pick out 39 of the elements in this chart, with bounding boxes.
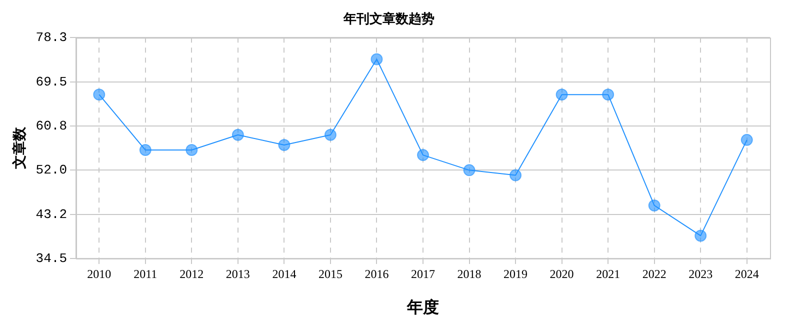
x-tick-label: 2018 xyxy=(457,266,482,281)
y-axis-title: 文章数 xyxy=(11,126,28,170)
y-tick-label: 60.8 xyxy=(36,118,68,134)
point xyxy=(139,144,152,156)
x-tick-label: 2017 xyxy=(411,266,436,281)
y-tick-label: 43.2 xyxy=(36,206,68,222)
x-tick-label: 2015 xyxy=(318,266,342,281)
x-tick-label: 2022 xyxy=(642,266,666,281)
x-tick-label: 2021 xyxy=(596,266,620,281)
x-tick-label: 2011 xyxy=(134,266,158,281)
point xyxy=(417,149,430,162)
point xyxy=(510,169,522,182)
x-tick-label: 2010 xyxy=(87,266,112,281)
point xyxy=(232,128,244,141)
x-tick-label: 2013 xyxy=(226,266,250,281)
x-tick-label: 2024 xyxy=(734,266,759,281)
y-tick-label: 78.3 xyxy=(36,30,68,46)
point xyxy=(370,53,383,66)
point xyxy=(463,164,476,176)
point xyxy=(93,88,106,101)
x-tick-label: 2020 xyxy=(550,266,574,281)
chart-title: 年刊文章数趋势 xyxy=(342,11,434,26)
y-tick-label: 69.5 xyxy=(36,74,68,90)
point xyxy=(324,128,336,141)
point xyxy=(186,144,198,156)
x-tick-label: 2012 xyxy=(180,266,204,281)
point xyxy=(694,230,707,242)
point xyxy=(740,134,753,146)
x-axis-title: 年度 xyxy=(406,298,440,317)
x-tick-label: 2014 xyxy=(272,266,296,281)
point xyxy=(278,138,290,151)
x-tick-label: 2023 xyxy=(688,266,713,281)
x-tick-label: 2019 xyxy=(504,266,528,281)
point xyxy=(556,88,568,101)
y-tick-label: 52.0 xyxy=(36,162,68,178)
y-tick-label: 34.5 xyxy=(36,250,68,266)
point xyxy=(602,88,614,101)
point xyxy=(648,199,660,212)
x-tick-label: 2016 xyxy=(364,266,389,281)
